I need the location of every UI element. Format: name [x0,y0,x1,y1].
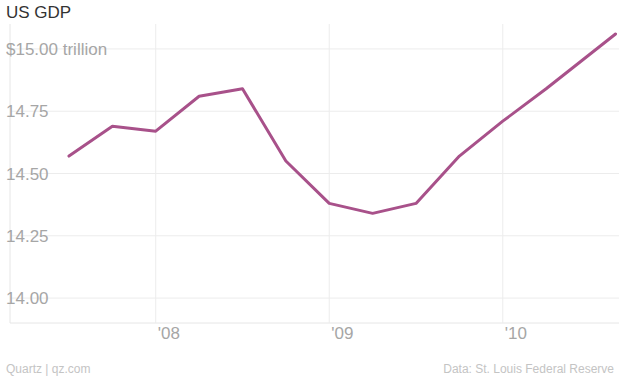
y-tick-label: 14.00 [6,289,49,308]
x-grid-line [155,24,156,323]
x-grid-line [502,24,503,323]
source: Data: St. Louis Federal Reserve [443,362,614,376]
y-tick-label: 14.50 [6,165,49,184]
title: US GDP [6,3,71,22]
y-tick-label: 14.25 [6,227,49,246]
y-grid-line [10,173,619,174]
plot-area [69,34,616,213]
y-grid-line [10,111,619,112]
x-tick-label: '08 [158,324,180,343]
y-tick-label: $15.00 trillion [6,40,107,59]
chart: 14.00 14.25 14.50 14.75 $15.00 trillion '08 '0… [0,0,620,378]
x-axis-line [10,323,619,324]
x-tick-label: '10 [505,324,527,343]
line-series [69,34,616,213]
x-tick-label: '09 [331,324,353,343]
y-grid-line [10,235,619,236]
credit: Quartz | qz.com [6,362,90,376]
x-grid-line [329,24,330,323]
y-tick-label: 14.75 [6,102,49,121]
y-grid-line [10,298,619,299]
